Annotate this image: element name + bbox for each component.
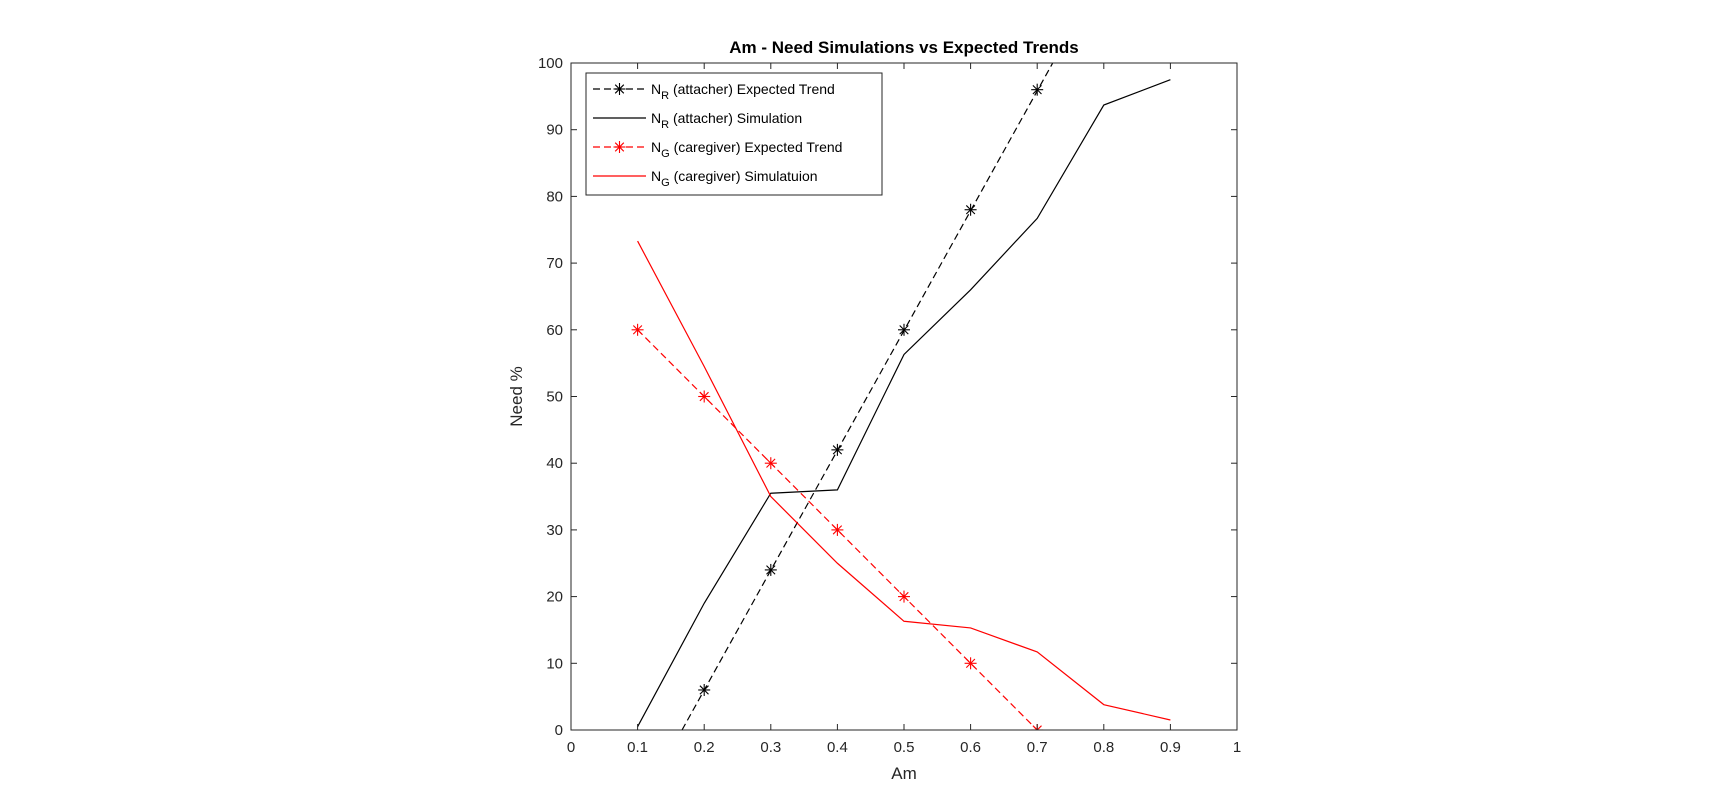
y-tick-label: 80 xyxy=(546,188,563,205)
ng-expected-point xyxy=(698,390,711,403)
nr-expected-point xyxy=(764,563,777,576)
legend-item-nr-expected: NR (attacher) Expected Trend xyxy=(593,81,835,102)
series-ng-expected xyxy=(631,323,1044,730)
ng-expected-point xyxy=(898,590,910,603)
y-axis-label: Need % xyxy=(507,366,526,426)
ng-expected-point xyxy=(831,523,844,536)
y-tick-label: 70 xyxy=(546,255,563,272)
x-tick-label: 0.5 xyxy=(894,739,915,756)
ng-simulation-line xyxy=(637,240,1171,721)
y-tick-label: 40 xyxy=(546,455,563,472)
legend-label: NG (caregiver) Simulatuion xyxy=(651,168,818,189)
y-tick-label: 60 xyxy=(546,322,563,339)
ng-expected-point xyxy=(631,323,644,336)
series-nr-expected xyxy=(681,63,1054,730)
y-tick-label: 0 xyxy=(555,722,563,739)
ng-expected-point xyxy=(764,457,777,470)
legend-item-nr-simulation: NR (attacher) Simulation xyxy=(593,110,802,131)
legend-marker xyxy=(613,83,626,95)
x-tick-label: 0.4 xyxy=(827,739,848,756)
series-nr-simulation xyxy=(637,79,1171,727)
legend-marker xyxy=(613,141,626,153)
x-axis-label: Am xyxy=(891,764,917,783)
legend-label: NR (attacher) Simulation xyxy=(651,110,802,131)
chart-title: Am - Need Simulations vs Expected Trends xyxy=(729,38,1079,57)
x-tick-label: 0.7 xyxy=(1027,739,1048,756)
x-tick-label: 0 xyxy=(567,739,575,756)
nr-expected-point xyxy=(898,323,910,336)
legend-item-ng-expected: NG (caregiver) Expected Trend xyxy=(593,139,842,160)
nr-expected-point xyxy=(831,443,844,456)
legend-label: NR (attacher) Expected Trend xyxy=(651,81,835,102)
legend: NR (attacher) Expected Trend NR (attacher… xyxy=(585,72,883,196)
nr-expected-line xyxy=(681,63,1054,730)
x-tick-label: 0.2 xyxy=(694,739,715,756)
y-tick-label: 20 xyxy=(546,589,563,606)
nr-simulation-line xyxy=(637,79,1171,727)
legend-item-ng-simulation: NG (caregiver) Simulatuion xyxy=(593,168,818,189)
x-tick-label: 0.6 xyxy=(960,739,981,756)
nr-expected-point xyxy=(964,203,977,216)
x-tick-label: 0.9 xyxy=(1160,739,1181,756)
nr-expected-point xyxy=(698,683,711,696)
legend-label: NG (caregiver) Expected Trend xyxy=(651,139,842,160)
x-tick-label: 0.1 xyxy=(627,739,648,756)
x-tick-label: 1 xyxy=(1233,739,1241,756)
y-tick-label: 90 xyxy=(546,122,563,139)
series-layer xyxy=(631,63,1171,730)
x-tick-label: 0.3 xyxy=(760,739,781,756)
nr-expected-point xyxy=(1031,83,1044,96)
y-tick-label: 100 xyxy=(538,55,563,72)
ng-expected-point xyxy=(964,657,977,670)
legend-box xyxy=(585,72,883,196)
y-tick-label: 50 xyxy=(546,389,563,406)
x-tick-label: 0.8 xyxy=(1093,739,1114,756)
series-ng-simulation xyxy=(637,240,1171,721)
y-tick-label: 30 xyxy=(546,522,563,539)
ticks-layer: 0 0.1 0.2 0.3 0.4 0.5 0.6 0.7 0.8 0.9 101020304050… xyxy=(538,55,1241,756)
y-tick-label: 10 xyxy=(546,655,563,672)
